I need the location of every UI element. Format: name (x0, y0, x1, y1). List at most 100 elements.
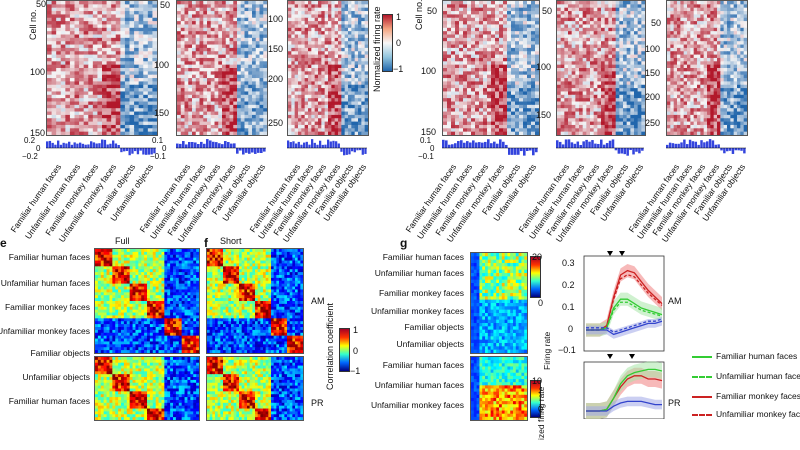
selectivity-bar (98, 143, 100, 148)
ytick: 0.1 (562, 302, 575, 312)
selectivity-bar (218, 143, 221, 148)
cell-axis-label-2: Cell no. (414, 30, 445, 40)
selectivity-bar (324, 145, 326, 148)
selectivity-bar (514, 148, 517, 155)
selectivity-bars-1 (46, 136, 156, 160)
colorbar-correlation-title: Correlation coefficient (325, 390, 412, 400)
selectivity-bar (666, 145, 668, 148)
legend-swatch (692, 396, 712, 398)
row-label: Familiar objects (30, 348, 90, 358)
selectivity-bar (298, 142, 300, 148)
selectivity-bar (603, 145, 606, 148)
colorbar-max: 1 (396, 12, 401, 22)
selectivity-bar (457, 141, 460, 148)
selectivity-bar (303, 143, 305, 148)
colorbar-min: −1 (350, 366, 360, 376)
row-label: Unfamiliar monkey faces (371, 400, 464, 410)
ytick: 250 (645, 118, 660, 128)
selectivity-bar (343, 148, 345, 155)
selectivity-bar (340, 148, 342, 152)
colorbar-max: 10 (532, 376, 542, 386)
selectivity-bar (680, 142, 682, 148)
selectivity-bar (609, 141, 612, 148)
selectivity-bar (263, 148, 266, 152)
selectivity-bar (311, 139, 313, 148)
selectivity-bar (76, 144, 78, 148)
selectivity-bar (618, 148, 621, 154)
heatmap-panel-2 (176, 0, 268, 136)
row-label: Familiar human faces (9, 252, 90, 262)
selectivity-bar (346, 148, 348, 155)
selectivity-bar (672, 143, 674, 148)
selectivity-bar (700, 140, 702, 148)
selectivity-bar (123, 148, 125, 151)
selectivity-bar (577, 142, 580, 148)
selectivity-bar (87, 144, 89, 148)
selectivity-bar (224, 141, 227, 148)
selectivity-bar (469, 143, 472, 148)
selectivity-bars-6 (666, 136, 746, 160)
selectivity-bar (260, 148, 263, 153)
selectivity-bar (330, 141, 332, 148)
selectivity-bar (675, 144, 677, 148)
panel-f-title: Short (220, 236, 242, 246)
selectivity-bar (364, 148, 366, 154)
selectivity-bar (591, 140, 594, 148)
heatmap-panel-1 (46, 0, 158, 136)
selectivity-bar (338, 143, 340, 148)
selectivity-bar (348, 148, 350, 154)
ytick: 150 (154, 108, 169, 118)
selectivity-bar (96, 144, 98, 148)
selectivity-bar (717, 144, 719, 148)
selectivity-bar (475, 143, 478, 148)
selectivity-bar (203, 144, 206, 148)
selectivity-bars-5 (556, 136, 644, 160)
row-label: Familiar monkey faces (379, 288, 464, 298)
selectivity-bar (511, 148, 514, 155)
selectivity-bar (236, 148, 239, 154)
selectivity-bar (129, 148, 131, 155)
legend-swatch (692, 376, 712, 378)
selectivity-bar (632, 148, 635, 154)
selectivity-bar (194, 142, 197, 148)
selectivity-bar (565, 139, 568, 148)
selectivity-bar (54, 145, 56, 148)
selectivity-bar (499, 139, 502, 148)
ytick: 0.2 (562, 280, 575, 290)
region-label-am: AM (668, 296, 682, 306)
selectivity-bar (669, 143, 671, 148)
selectivity-bar (723, 148, 725, 153)
selectivity-bar (104, 140, 106, 148)
selectivity-bar (626, 148, 629, 156)
selectivity-bar (118, 145, 120, 148)
selectivity-bar (588, 142, 591, 148)
panel-letter-g: g (400, 236, 407, 250)
selectivity-bar (79, 143, 81, 148)
selectivity-bar (112, 140, 114, 148)
ytick: 0.3 (562, 258, 575, 268)
selectivity-bar (295, 144, 297, 148)
selectivity-bar (535, 148, 538, 152)
selectivity-bars-3 (287, 136, 367, 160)
selectivity-bar (481, 143, 484, 148)
ytick: 0 (568, 324, 573, 334)
selectivity-bar (451, 144, 454, 148)
row-label: Familiar objects (404, 322, 464, 332)
heatmap-panel-3 (287, 0, 369, 136)
correlation-matrix-e-pr (94, 356, 200, 421)
ytick: 150 (268, 44, 283, 54)
colorbar-firing-top (530, 256, 541, 298)
selectivity-bar (466, 141, 469, 148)
selectivity-bars-2 (176, 136, 266, 160)
selectivity-bar (314, 143, 316, 148)
selectivity-bar (635, 148, 638, 152)
selectivity-bar (683, 140, 685, 148)
ytick: 50 (427, 6, 437, 16)
selectivity-bar (68, 142, 70, 148)
selectivity-bar (490, 143, 493, 148)
selectivity-bar (520, 148, 523, 151)
row-label: Unfamiliar objects (396, 339, 464, 349)
legend-swatch (692, 356, 712, 358)
selectivity-bar (695, 142, 697, 148)
selectivity-bar (85, 145, 87, 148)
